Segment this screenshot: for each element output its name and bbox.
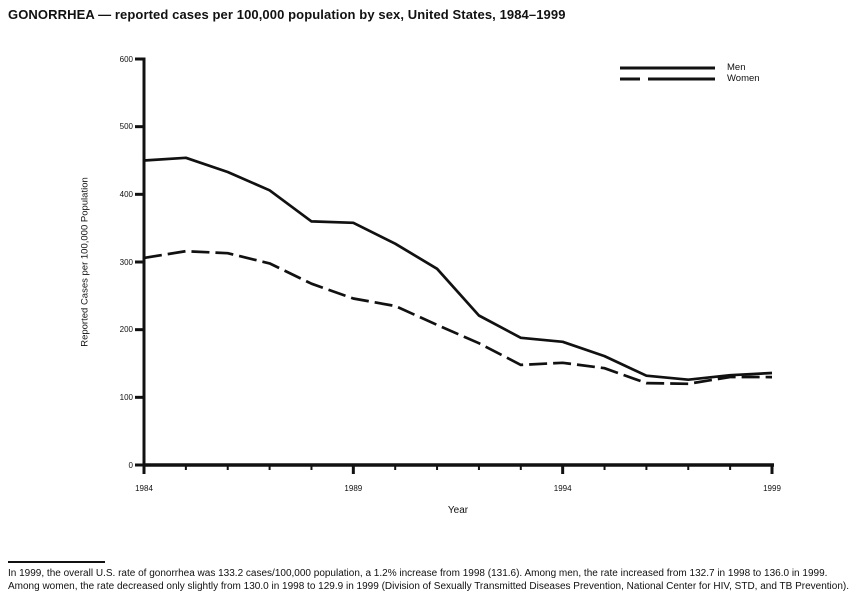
men-solid-line-swatch — [620, 66, 715, 69]
footnote: In 1999, the overall U.S. rate of gonorr… — [8, 568, 849, 592]
x-axis-title: Year — [447, 505, 469, 516]
y-tick-label: 100 — [119, 392, 133, 402]
legend-item-men: Men — [620, 62, 760, 73]
legend-item-women: Women — [620, 73, 760, 84]
y-tick-label: 500 — [119, 122, 133, 132]
y-tick-label: 300 — [119, 257, 133, 267]
y-tick-label: 400 — [119, 189, 133, 199]
x-tick-label: 1994 — [553, 484, 572, 493]
chart-legend: Men Women — [620, 62, 760, 84]
legend-label-men: Men — [727, 61, 746, 73]
legend-label-women: Women — [727, 72, 760, 84]
chart-title: GONORRHEA — reported cases per 100,000 p… — [8, 7, 566, 22]
y-tick-label: 0 — [128, 460, 133, 470]
women-dashed-line-swatch — [620, 77, 715, 80]
series-line-women — [143, 249, 773, 386]
footnote-divider — [8, 561, 105, 563]
y-tick-label: 600 — [119, 54, 133, 64]
series-line-men — [143, 156, 773, 382]
x-tick-label: 1984 — [135, 484, 153, 493]
y-axis-title: Reported Cases per 100,000 Population — [79, 177, 91, 347]
x-tick-label: 1999 — [763, 484, 781, 493]
y-tick-label: 200 — [119, 325, 133, 335]
x-tick-label: 1989 — [344, 484, 363, 493]
